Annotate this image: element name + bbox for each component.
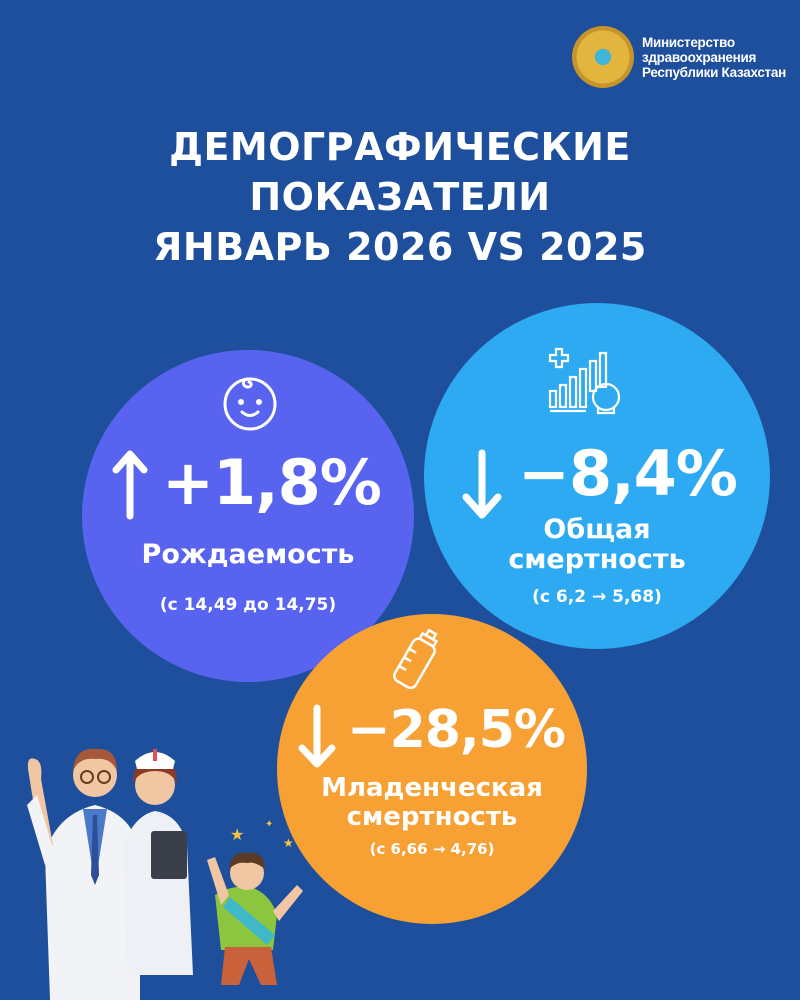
title-line: ДЕМОГРАФИЧЕСКИЕ xyxy=(169,125,631,169)
baby-face-icon xyxy=(223,377,277,431)
birth-rate-detail: (с 14,49 до 14,75) xyxy=(159,595,337,615)
page-title: ДЕМОГРАФИЧЕСКИЕ ПОКАЗАТЕЛИ ЯНВАРЬ 2026 V… xyxy=(0,122,800,272)
infant-mortality-label: Младенческая смертность xyxy=(277,774,587,832)
ministry-logo: Министерство здравоохранения Республики … xyxy=(572,26,786,88)
label-line: Младенческая xyxy=(321,773,543,803)
title-line: ЯНВАРЬ 2026 VS 2025 xyxy=(153,225,647,269)
mortality-chart-skull-icon xyxy=(548,347,621,415)
mortality-change: −8,4% xyxy=(518,437,738,510)
logo-line: Министерство xyxy=(642,34,735,50)
mortality-card: −8,4% Общая смертность (с 6,2 → 5,68) xyxy=(424,303,770,649)
label-line: смертность xyxy=(508,544,686,575)
baby-bottle-icon xyxy=(393,628,439,690)
logo-line: здравоохранения xyxy=(642,49,757,65)
arrow-down-icon xyxy=(298,704,336,768)
logo-line: Республики Казахстан xyxy=(642,64,786,80)
label-line: смертность xyxy=(346,802,518,832)
label-line: Общая xyxy=(543,514,651,545)
infant-mortality-detail: (с 6,66 → 4,76) xyxy=(369,840,495,858)
title-line: ПОКАЗАТЕЛИ xyxy=(249,175,551,219)
birth-rate-label: Рождаемость xyxy=(141,539,355,570)
svg-text:★: ★ xyxy=(230,825,244,844)
infant-mortality-change: −28,5% xyxy=(347,700,566,760)
ministry-name: Министерство здравоохранения Республики … xyxy=(642,35,786,80)
kazakhstan-emblem-icon xyxy=(572,26,634,88)
birth-rate-change: +1,8% xyxy=(162,446,382,519)
birth-rate-card: +1,8% Рождаемость (с 14,49 до 14,75) xyxy=(82,350,414,682)
doctors-and-child-illustration: ★ ★ ✦ xyxy=(27,748,303,1000)
arrow-up-icon xyxy=(112,450,148,520)
svg-text:✦: ✦ xyxy=(265,819,273,830)
svg-text:★: ★ xyxy=(283,836,294,850)
mortality-label: Общая смертность xyxy=(424,515,770,575)
mortality-detail: (с 6,2 → 5,68) xyxy=(532,587,662,607)
arrow-down-icon xyxy=(462,449,502,519)
infant-mortality-card: −28,5% Младенческая смертность (с 6,66 →… xyxy=(277,614,587,924)
